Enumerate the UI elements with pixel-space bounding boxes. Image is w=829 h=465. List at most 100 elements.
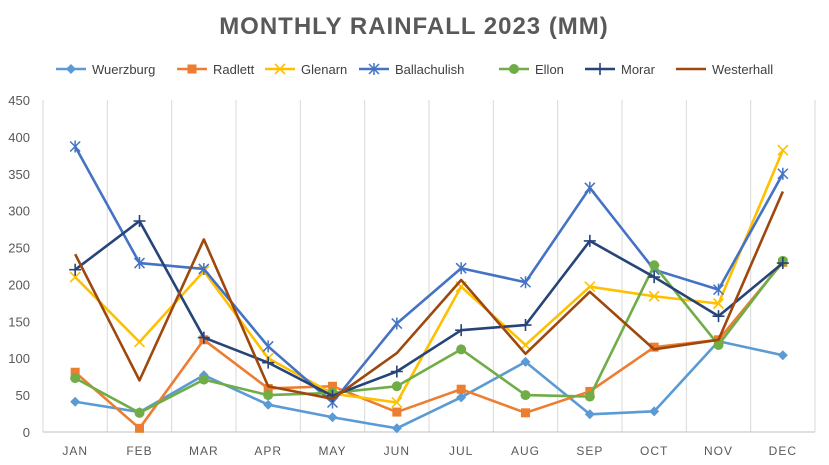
data-point-wuerzburg	[584, 409, 595, 420]
y-tick-label: 200	[8, 277, 30, 292]
data-point-morar	[583, 234, 596, 247]
series-morar	[69, 214, 789, 402]
x-tick-label: AUG	[511, 444, 540, 458]
x-axis: JAN FEB MAR APR MAY JUN JUL AUG SEP OCT NOV DEC	[62, 444, 797, 458]
x-tick-label: NOV	[704, 444, 733, 458]
series-line-ballachulish	[74, 145, 784, 404]
series-line-morar	[74, 219, 784, 398]
data-point-ellon	[70, 373, 81, 384]
data-point-radlett	[456, 384, 466, 394]
data-point-ballachulish	[69, 140, 81, 153]
series-glenarn	[69, 144, 789, 409]
legend-label-westerhall: Westerhall	[712, 62, 773, 77]
legend-item-ballachulish: Ballachulish	[359, 62, 464, 77]
y-tick-label: 450	[8, 93, 30, 108]
data-point-ballachulish	[712, 283, 725, 296]
data-point-morar	[648, 271, 661, 284]
legend-item-glenarn: Glenarn	[265, 62, 347, 77]
series-line-wuerzburg	[74, 339, 784, 430]
data-point-radlett	[392, 407, 402, 417]
data-point-morar	[712, 310, 725, 323]
series-westerhall	[74, 190, 785, 401]
legend-marker-ballachulish	[368, 63, 380, 75]
y-tick-label: 350	[8, 167, 30, 182]
data-point-radlett	[328, 381, 337, 391]
data-point-ballachulish	[198, 262, 210, 275]
data-point-glenarn	[69, 271, 81, 283]
data-point-wuerzburg	[456, 392, 467, 403]
legend-marker-glenarn	[274, 63, 286, 75]
x-tick-label: JAN	[62, 444, 88, 458]
x-tick-label: SEP	[576, 444, 603, 458]
y-tick-label: 300	[8, 204, 30, 219]
y-axis: 0 50 100 150 200 250 300 350 400 450	[8, 93, 30, 440]
series-group	[69, 140, 789, 434]
data-point-glenarn	[777, 144, 789, 156]
data-point-ellon	[456, 344, 467, 355]
data-point-morar	[390, 365, 403, 378]
data-point-ballachulish	[519, 276, 532, 289]
data-point-morar	[197, 331, 210, 344]
data-point-radlett	[263, 383, 273, 393]
x-tick-label: JUL	[449, 444, 473, 458]
y-tick-label: 150	[8, 314, 30, 329]
y-tick-label: 250	[8, 241, 30, 256]
data-point-ellon	[649, 260, 660, 271]
legend-item-morar: Morar	[585, 62, 656, 77]
legend-marker-morar	[594, 63, 606, 75]
y-tick-label: 50	[16, 388, 30, 403]
legend-item-westerhall: Westerhall	[676, 62, 773, 77]
data-point-morar	[262, 356, 275, 369]
legend-marker-wuerzburg	[66, 64, 76, 74]
x-tick-label: MAY	[318, 444, 346, 458]
data-point-ballachulish	[777, 167, 789, 180]
data-point-ballachulish	[391, 317, 403, 330]
data-point-ballachulish	[133, 257, 146, 270]
data-point-morar	[519, 319, 532, 332]
legend-item-radlett: Radlett	[177, 62, 255, 77]
data-point-ballachulish	[584, 181, 596, 194]
data-point-ellon	[391, 381, 402, 392]
legend-label-radlett: Radlett	[213, 62, 255, 77]
y-tick-label: 0	[23, 425, 30, 440]
data-point-radlett	[135, 423, 144, 433]
data-point-glenarn	[133, 336, 146, 348]
data-point-wuerzburg	[327, 412, 338, 423]
data-point-morar	[133, 214, 146, 227]
data-point-glenarn	[648, 290, 660, 302]
data-point-wuerzburg	[70, 396, 81, 407]
data-point-wuerzburg	[777, 350, 788, 361]
chart-title: MONTHLY RAINFALL 2023 (MM)	[219, 13, 609, 40]
data-point-wuerzburg	[391, 423, 402, 434]
x-tick-label: MAR	[189, 444, 219, 458]
data-point-ellon	[134, 407, 145, 418]
x-tick-label: APR	[254, 444, 282, 458]
data-point-wuerzburg	[649, 406, 660, 417]
legend-item-ellon: Ellon	[499, 62, 564, 77]
y-tick-label: 100	[8, 351, 30, 366]
data-point-ellon	[520, 390, 531, 401]
series-line-radlett	[74, 261, 784, 430]
data-point-wuerzburg	[520, 356, 531, 367]
legend-label-morar: Morar	[621, 62, 656, 77]
x-tick-label: JUN	[384, 444, 410, 458]
data-point-ellon	[263, 390, 274, 401]
legend-item-wuerzburg: Wuerzburg	[56, 62, 155, 77]
series-line-ellon	[74, 260, 784, 415]
x-tick-label: OCT	[640, 444, 668, 458]
data-point-radlett	[585, 386, 595, 396]
data-point-morar	[69, 263, 82, 276]
x-tick-label: FEB	[126, 444, 152, 458]
data-point-morar	[455, 324, 468, 337]
legend-label-wuerzburg: Wuerzburg	[92, 62, 155, 77]
y-tick-label: 400	[8, 130, 30, 145]
data-point-ellon	[713, 339, 724, 350]
data-point-glenarn	[391, 396, 403, 409]
legend-marker-ellon	[509, 64, 519, 74]
x-tick-label: DEC	[769, 444, 797, 458]
legend-label-glenarn: Glenarn	[301, 62, 347, 77]
series-ballachulish	[69, 140, 789, 409]
data-point-ballachulish	[455, 262, 467, 275]
data-point-ballachulish	[262, 340, 274, 353]
